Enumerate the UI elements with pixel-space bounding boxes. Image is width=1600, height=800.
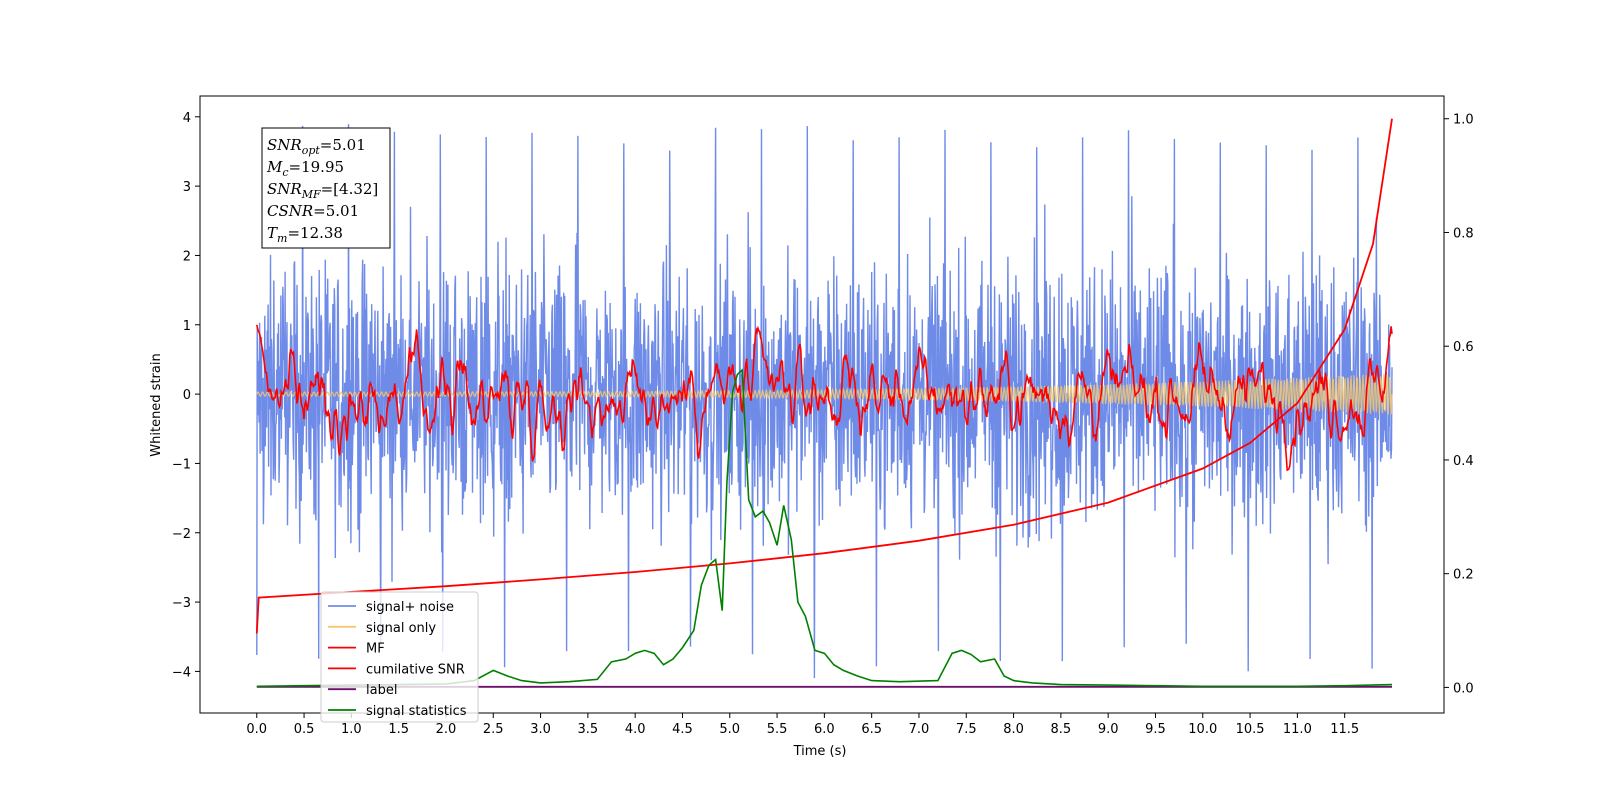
x-tick-label: 2.0 (436, 722, 457, 737)
x-tick-label: 10.5 (1236, 722, 1265, 737)
legend: signal+ noise signal only MF cumilative SNR… (320, 591, 479, 723)
x-tick-label: 10.0 (1188, 722, 1217, 737)
legend-entry: cumilative SNR (366, 662, 465, 677)
axes-frame (199, 95, 1445, 714)
x-tick-label: 4.5 (672, 722, 693, 737)
x-tick-label: 0.5 (294, 722, 315, 737)
y-left-tick-label: −1 (172, 457, 191, 472)
x-tick-label: 11.5 (1330, 722, 1359, 737)
y-axis-left-ticks: 4 3 2 1 0 −1 −2 −3 −4 (172, 111, 200, 680)
noise-line (256, 124, 1393, 679)
x-tick-label: 4.0 (625, 722, 646, 737)
y-right-tick-label: 0.6 (1453, 340, 1474, 355)
x-tick-label: 5.0 (719, 722, 740, 737)
y-right-tick-label: 0.4 (1453, 454, 1474, 469)
y-left-tick-label: −3 (172, 596, 191, 611)
x-tick-label: 0.0 (246, 722, 267, 737)
x-tick-label: 3.5 (578, 722, 599, 737)
y-left-tick-label: 3 (183, 180, 191, 195)
signal-statistics-line (256, 368, 1393, 688)
x-tick-label: 8.5 (1051, 722, 1072, 737)
x-tick-label: 2.5 (483, 722, 504, 737)
x-tick-label: 9.0 (1098, 722, 1119, 737)
annotation-frame (261, 127, 391, 249)
x-axis-ticks: 0.0 0.5 1.0 1.5 2.0 2.5 3.0 3.5 4.0 4.5 5.0 5.5 6.0 6… (246, 713, 1359, 737)
series-signal-statistics (256, 368, 1393, 688)
x-tick-label: 6.0 (814, 722, 835, 737)
y-left-tick-label: −4 (172, 665, 191, 680)
y-left-tick-label: 4 (183, 111, 191, 126)
series-mf (256, 324, 1393, 472)
annotation-line: Mc=19.95 (266, 158, 344, 179)
legend-entry: signal only (366, 621, 436, 636)
annotation-line: SNRopt=5.01 (267, 136, 366, 157)
series-cumilative-snr (255, 118, 1393, 634)
legend-entry: signal statistics (366, 704, 467, 719)
legend-frame (320, 591, 479, 723)
legend-entry: MF (366, 642, 385, 657)
x-tick-label: 9.5 (1145, 722, 1166, 737)
legend-entry: label (366, 683, 397, 698)
y-right-tick-label: 0.2 (1453, 568, 1474, 583)
x-tick-label: 7.0 (909, 722, 930, 737)
x-tick-label: 8.0 (1003, 722, 1024, 737)
x-tick-label: 5.5 (767, 722, 788, 737)
y-axis-label: Whitened strain (149, 353, 164, 456)
y-right-tick-label: 0.8 (1453, 226, 1474, 241)
y-left-tick-label: 1 (183, 319, 191, 334)
y-left-tick-label: 0 (183, 388, 191, 403)
x-tick-label: 6.5 (861, 722, 882, 737)
annotation-line: CSNR=5.01 (267, 202, 359, 220)
y-left-tick-label: 2 (183, 249, 191, 264)
y-axis-right-ticks: 1.0 0.8 0.6 0.4 0.2 0.0 (1444, 113, 1474, 696)
annotation-line: SNRMF=[4.32] (267, 180, 378, 201)
mf-line (256, 324, 1393, 472)
cumilative-snr-line (255, 118, 1393, 634)
x-tick-label: 7.5 (956, 722, 977, 737)
series-signal-noise (256, 124, 1393, 679)
y-right-tick-label: 0.0 (1453, 681, 1474, 696)
x-tick-label: 11.0 (1283, 722, 1312, 737)
x-axis-label: Time (s) (793, 744, 847, 759)
x-tick-label: 3.0 (530, 722, 551, 737)
x-tick-label: 1.0 (341, 722, 362, 737)
legend-entry: signal+ noise (366, 600, 454, 615)
annotation-box: SNRopt=5.01Mc=19.95SNRMF=[4.32]CSNR=5.01… (261, 127, 391, 249)
y-left-tick-label: −2 (172, 527, 191, 542)
x-tick-label: 1.5 (388, 722, 409, 737)
annotation-line: Tm=12.38 (267, 224, 343, 245)
y-right-tick-label: 1.0 (1453, 113, 1474, 128)
